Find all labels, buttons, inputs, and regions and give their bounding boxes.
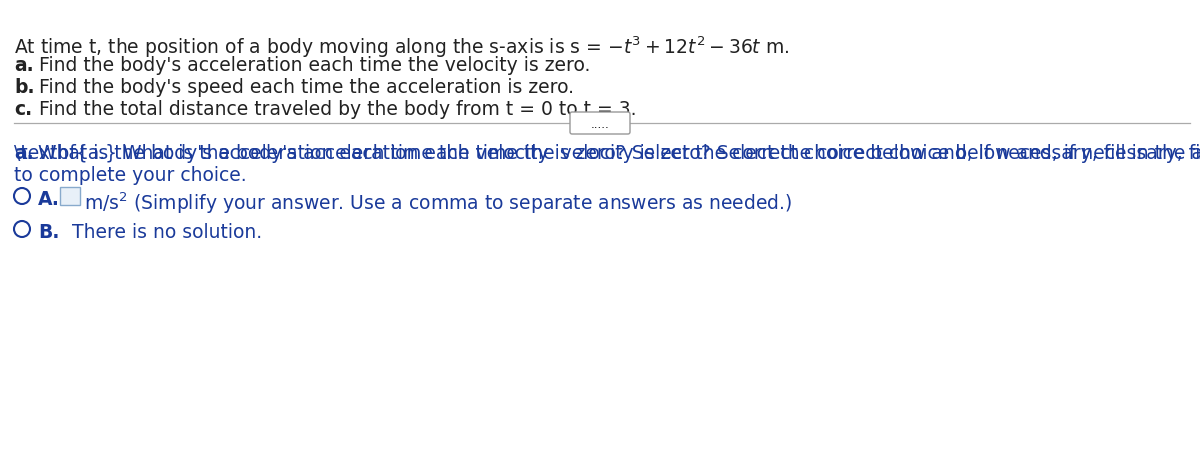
FancyBboxPatch shape <box>60 188 80 206</box>
Text: A.: A. <box>38 189 60 208</box>
Text: B.: B. <box>38 222 59 241</box>
Text: m/s$^2$ (Simplify your answer. Use a comma to separate answers as needed.): m/s$^2$ (Simplify your answer. Use a com… <box>84 189 792 215</box>
Text: What is the body's acceleration each time the velocity is zero? Select the corre: What is the body's acceleration each tim… <box>32 144 1200 163</box>
Text: .....: ..... <box>590 117 610 130</box>
FancyBboxPatch shape <box>570 113 630 135</box>
Text: a.: a. <box>14 56 34 75</box>
Text: b.: b. <box>14 78 35 97</box>
Text: There is no solution.: There is no solution. <box>60 222 262 241</box>
Text: to complete your choice.: to complete your choice. <box>14 166 247 184</box>
Text: c.: c. <box>14 100 32 119</box>
Text: \textbf{a.} What is the body's acceleration each time the velocity is zero? Sele: \textbf{a.} What is the body's accelerat… <box>14 144 1200 163</box>
Text: Find the body's acceleration each time the velocity is zero.: Find the body's acceleration each time t… <box>32 56 590 75</box>
Text: Find the body's speed each time the acceleration is zero.: Find the body's speed each time the acce… <box>32 78 574 97</box>
Text: a.: a. <box>14 144 34 163</box>
Text: At time t, the position of a body moving along the s-axis is s = $-t^3 + 12t^2 -: At time t, the position of a body moving… <box>14 34 790 60</box>
Text: Find the total distance traveled by the body from t = 0 to t = 3.: Find the total distance traveled by the … <box>32 100 636 119</box>
